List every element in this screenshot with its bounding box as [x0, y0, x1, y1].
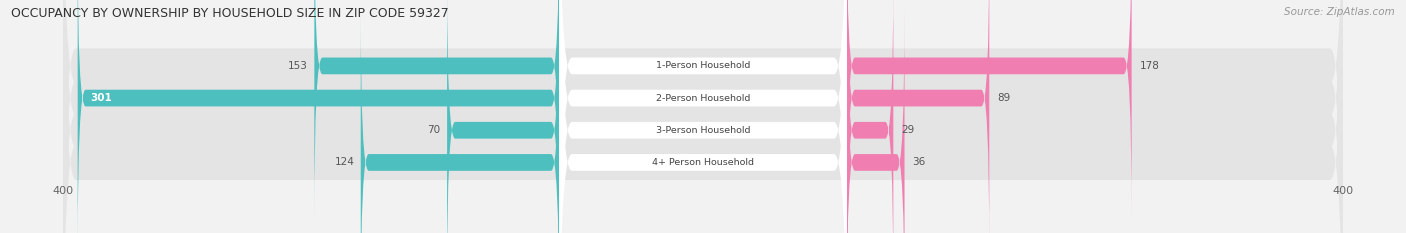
FancyBboxPatch shape: [560, 0, 846, 233]
FancyBboxPatch shape: [846, 0, 893, 233]
FancyBboxPatch shape: [63, 0, 1343, 233]
Text: 89: 89: [997, 93, 1011, 103]
Text: Source: ZipAtlas.com: Source: ZipAtlas.com: [1284, 7, 1395, 17]
FancyBboxPatch shape: [63, 0, 1343, 233]
Text: 301: 301: [90, 93, 112, 103]
Text: 3-Person Household: 3-Person Household: [655, 126, 751, 135]
Text: 178: 178: [1140, 61, 1160, 71]
Text: 70: 70: [427, 125, 440, 135]
FancyBboxPatch shape: [315, 0, 560, 218]
Text: 29: 29: [901, 125, 914, 135]
FancyBboxPatch shape: [846, 0, 1132, 218]
Text: OCCUPANCY BY OWNERSHIP BY HOUSEHOLD SIZE IN ZIP CODE 59327: OCCUPANCY BY OWNERSHIP BY HOUSEHOLD SIZE…: [11, 7, 449, 20]
Text: 153: 153: [288, 61, 308, 71]
FancyBboxPatch shape: [63, 0, 1343, 233]
Text: 124: 124: [335, 158, 354, 168]
Text: 2-Person Household: 2-Person Household: [655, 94, 751, 103]
Text: 1-Person Household: 1-Person Household: [655, 62, 751, 70]
FancyBboxPatch shape: [846, 10, 904, 233]
FancyBboxPatch shape: [560, 0, 846, 233]
FancyBboxPatch shape: [560, 0, 846, 233]
FancyBboxPatch shape: [77, 0, 560, 233]
Text: 36: 36: [912, 158, 925, 168]
FancyBboxPatch shape: [361, 10, 560, 233]
FancyBboxPatch shape: [560, 0, 846, 233]
FancyBboxPatch shape: [447, 0, 560, 233]
FancyBboxPatch shape: [63, 0, 1343, 233]
Text: 4+ Person Household: 4+ Person Household: [652, 158, 754, 167]
FancyBboxPatch shape: [846, 0, 990, 233]
